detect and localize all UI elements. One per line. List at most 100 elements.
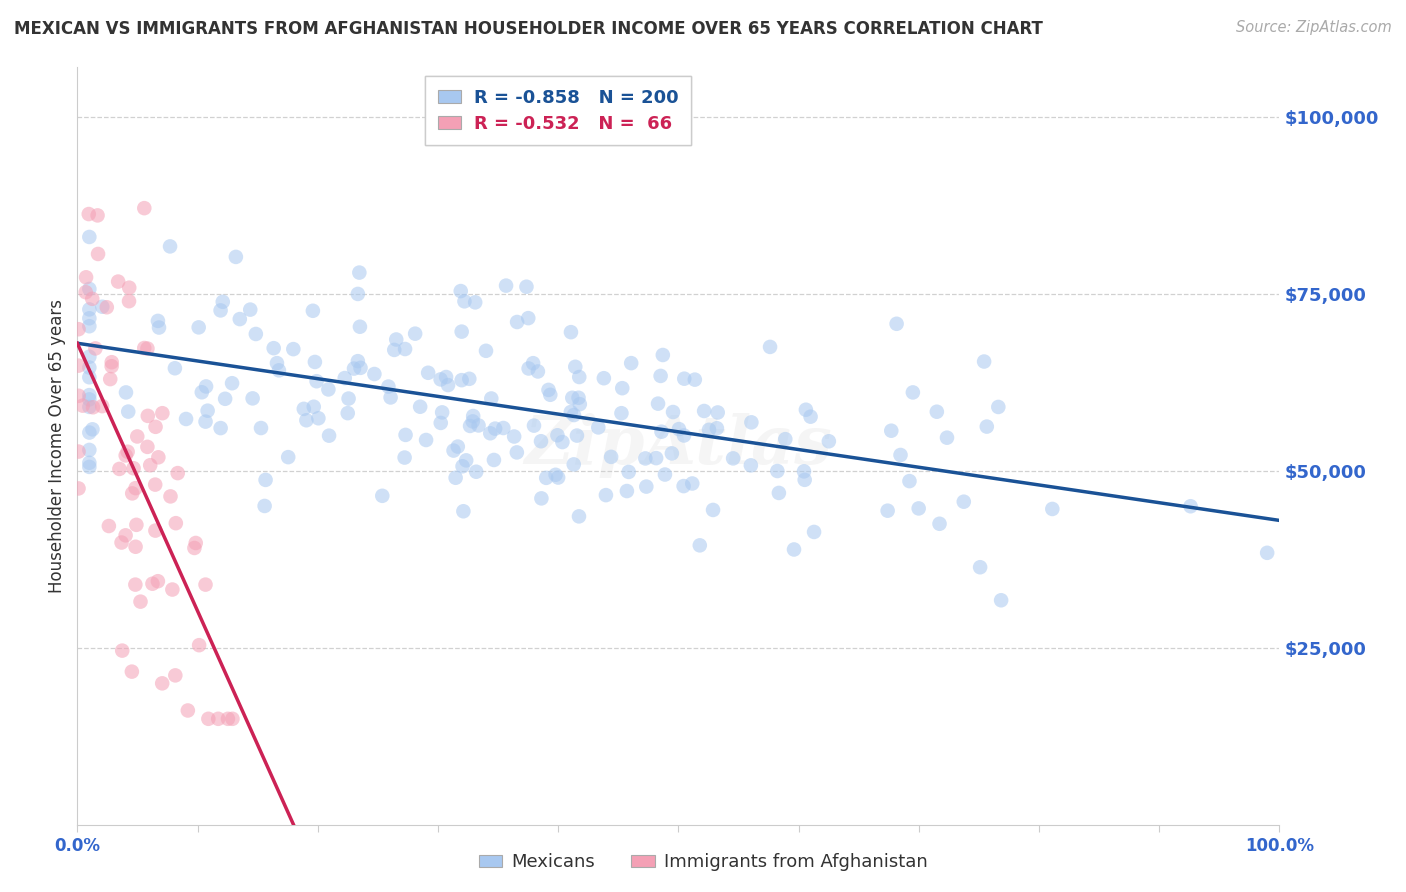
Point: [349, 360, 371, 375]
Point: [768, 486, 790, 500]
Point: [183, 541, 205, 555]
Point: [530, 434, 553, 449]
Point: [121, 665, 143, 679]
Point: [118, 281, 141, 295]
Point: [165, 516, 187, 531]
Point: [91, 300, 114, 314]
Point: [79, 319, 101, 334]
Point: [79, 282, 101, 296]
Point: [650, 368, 672, 383]
Point: [209, 303, 232, 318]
Point: [125, 517, 148, 532]
Point: [561, 391, 583, 405]
Point: [127, 429, 149, 443]
Point: [523, 418, 546, 433]
Point: [1180, 500, 1202, 514]
Point: [702, 503, 724, 517]
Point: [565, 428, 588, 442]
Point: [503, 429, 526, 443]
Point: [382, 343, 405, 357]
Legend: Mexicans, Immigrants from Afghanistan: Mexicans, Immigrants from Afghanistan: [471, 847, 935, 879]
Point: [307, 411, 329, 425]
Point: [465, 465, 488, 479]
Point: [197, 712, 219, 726]
Point: [458, 372, 481, 386]
Point: [114, 528, 136, 542]
Point: [87, 247, 110, 261]
Point: [67, 444, 90, 458]
Point: [517, 311, 540, 326]
Point: [124, 481, 146, 495]
Point: [139, 458, 162, 473]
Point: [645, 451, 668, 466]
Point: [759, 340, 782, 354]
Point: [673, 372, 696, 386]
Point: [429, 372, 451, 386]
Point: [447, 440, 470, 454]
Point: [617, 465, 640, 479]
Point: [803, 524, 825, 539]
Point: [492, 421, 515, 435]
Point: [77, 207, 100, 221]
Point: [159, 239, 181, 253]
Point: [166, 466, 188, 480]
Point: [91, 399, 114, 413]
Point: [79, 400, 101, 414]
Point: [952, 494, 974, 508]
Point: [568, 397, 591, 411]
Point: [177, 704, 200, 718]
Point: [592, 371, 614, 385]
Point: [537, 383, 560, 397]
Point: [467, 418, 489, 433]
Point: [385, 333, 408, 347]
Point: [336, 406, 359, 420]
Point: [86, 208, 108, 222]
Point: [567, 391, 589, 405]
Point: [766, 464, 789, 478]
Point: [907, 501, 929, 516]
Point: [79, 360, 101, 375]
Point: [141, 576, 163, 591]
Point: [115, 385, 138, 400]
Point: [82, 401, 104, 415]
Point: [973, 354, 995, 368]
Point: [443, 443, 465, 458]
Point: [616, 483, 638, 498]
Point: [482, 453, 505, 467]
Point: [82, 292, 104, 306]
Point: [146, 574, 169, 589]
Point: [377, 379, 399, 393]
Point: [740, 415, 762, 429]
Point: [343, 361, 366, 376]
Point: [184, 536, 207, 550]
Point: [928, 516, 950, 531]
Point: [437, 378, 460, 392]
Point: [242, 392, 264, 406]
Point: [79, 370, 101, 384]
Point: [661, 446, 683, 460]
Text: ZipAtlas: ZipAtlas: [524, 414, 832, 478]
Point: [121, 486, 143, 500]
Point: [889, 448, 911, 462]
Point: [458, 418, 481, 433]
Point: [409, 400, 432, 414]
Point: [79, 350, 101, 364]
Point: [693, 404, 716, 418]
Point: [174, 412, 197, 426]
Point: [456, 453, 478, 467]
Point: [475, 343, 498, 358]
Point: [1040, 502, 1063, 516]
Point: [188, 638, 211, 652]
Legend: R = -0.858   N = 200, R = -0.532   N =  66: R = -0.858 N = 200, R = -0.532 N = 66: [425, 76, 692, 145]
Point: [217, 712, 239, 726]
Point: [277, 450, 299, 464]
Y-axis label: Householder Income Over 65 years: Householder Income Over 65 years: [48, 299, 66, 593]
Point: [145, 524, 167, 538]
Point: [886, 317, 908, 331]
Point: [194, 415, 217, 429]
Point: [363, 367, 385, 381]
Point: [145, 420, 167, 434]
Point: [221, 376, 243, 391]
Point: [568, 370, 591, 384]
Point: [75, 285, 97, 300]
